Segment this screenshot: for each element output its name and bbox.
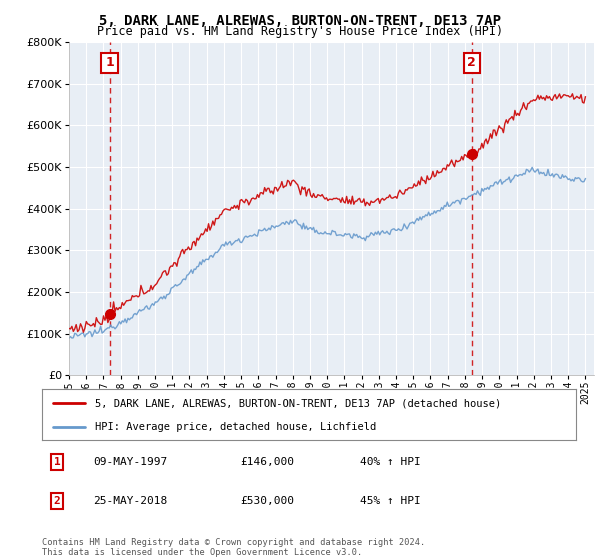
Text: 2: 2 — [467, 57, 476, 69]
Text: £146,000: £146,000 — [240, 457, 294, 467]
Text: 09-MAY-1997: 09-MAY-1997 — [93, 457, 167, 467]
Text: 5, DARK LANE, ALREWAS, BURTON-ON-TRENT, DE13 7AP: 5, DARK LANE, ALREWAS, BURTON-ON-TRENT, … — [99, 14, 501, 28]
Text: 1: 1 — [105, 57, 114, 69]
Text: 5, DARK LANE, ALREWAS, BURTON-ON-TRENT, DE13 7AP (detached house): 5, DARK LANE, ALREWAS, BURTON-ON-TRENT, … — [95, 398, 502, 408]
Text: Contains HM Land Registry data © Crown copyright and database right 2024.
This d: Contains HM Land Registry data © Crown c… — [42, 538, 425, 557]
Text: Price paid vs. HM Land Registry's House Price Index (HPI): Price paid vs. HM Land Registry's House … — [97, 25, 503, 38]
Text: 25-MAY-2018: 25-MAY-2018 — [93, 496, 167, 506]
Text: £530,000: £530,000 — [240, 496, 294, 506]
Text: 1: 1 — [53, 457, 61, 467]
Text: 40% ↑ HPI: 40% ↑ HPI — [360, 457, 421, 467]
Text: HPI: Average price, detached house, Lichfield: HPI: Average price, detached house, Lich… — [95, 422, 377, 432]
Text: 2: 2 — [53, 496, 61, 506]
Text: 45% ↑ HPI: 45% ↑ HPI — [360, 496, 421, 506]
